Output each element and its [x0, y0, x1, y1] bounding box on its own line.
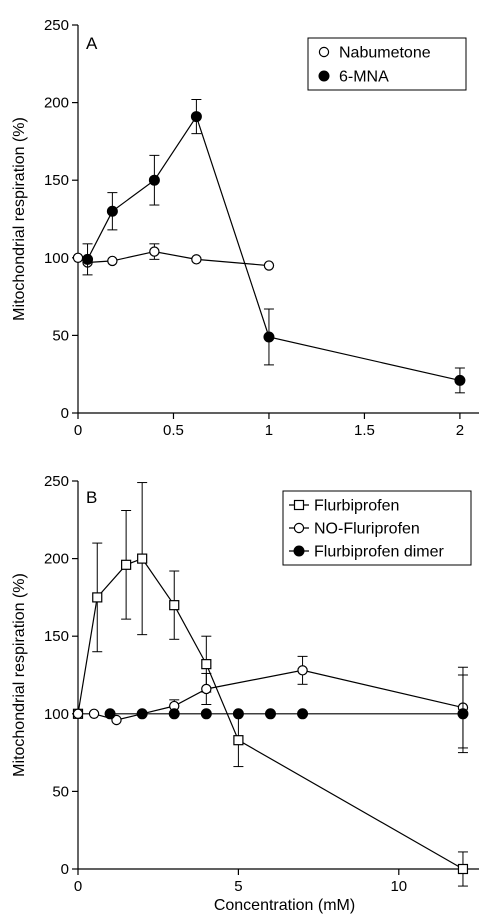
x-tick-label: 1.5 — [354, 422, 375, 439]
data-point — [149, 246, 160, 257]
panel-label: B — [86, 488, 97, 507]
data-point — [297, 665, 308, 676]
data-point — [106, 205, 118, 217]
data-point — [136, 708, 148, 720]
data-point — [232, 708, 244, 720]
y-tick-label: 250 — [44, 17, 69, 34]
x-tick-label: 2 — [456, 422, 464, 439]
data-point — [191, 254, 202, 265]
series-flurbiprofen-dimer — [104, 674, 469, 754]
data-point — [107, 255, 118, 267]
data-point — [201, 683, 212, 695]
legend-marker — [318, 70, 330, 82]
legend-marker — [293, 499, 305, 511]
chart-panel-a: 0 50 100 150 200 250 0 0.5 1 1.5 2 Mitochondrial re… — [11, 17, 479, 439]
data-point — [263, 331, 275, 343]
y-tick-label: 50 — [52, 327, 69, 344]
legend-marker — [293, 545, 305, 557]
data-point — [111, 714, 122, 726]
data-point — [168, 708, 180, 720]
x-axis-title: Concentration (mM) — [214, 897, 355, 914]
legend-label: 6-MNA — [339, 69, 389, 86]
data-point — [201, 659, 212, 670]
data-point — [92, 592, 103, 603]
chart-panel-b: 0 50 100 150 200 250 0 5 10 Mitochondrial respira… — [11, 473, 479, 914]
series-no-fluriprofen — [72, 655, 469, 749]
y-tick-label: 200 — [44, 551, 69, 568]
data-point — [88, 708, 100, 720]
x-tick-label: 10 — [390, 878, 407, 895]
data-point — [200, 708, 212, 720]
x-tick-label: 5 — [234, 878, 242, 895]
y-tick-label: 100 — [44, 706, 69, 723]
data-point — [72, 252, 84, 263]
y-tick-label: 150 — [44, 628, 69, 645]
data-point — [263, 260, 275, 271]
data-point — [121, 559, 132, 570]
data-point — [104, 708, 116, 720]
legend: Nabumetone 6-MNA — [307, 37, 467, 91]
x-tick-label: 0.5 — [163, 422, 184, 439]
data-point — [457, 708, 469, 720]
data-point — [137, 553, 148, 564]
legend-label: Flurbiprofen dimer — [314, 544, 445, 561]
y-tick-label: 100 — [44, 250, 69, 267]
y-axis-title: Mitochondrial respiration (%) — [11, 573, 28, 777]
legend-label: Nabumetone — [339, 45, 431, 62]
series-line — [86, 115, 461, 381]
x-tick-label: 0 — [74, 878, 82, 895]
legend-label: Flurbiprofen — [314, 498, 399, 515]
y-tick-label: 0 — [61, 861, 69, 878]
series-line — [77, 557, 464, 870]
data-point — [148, 174, 160, 186]
data-point — [457, 863, 469, 875]
y-tick-label: 200 — [44, 95, 69, 112]
series-line — [77, 250, 270, 267]
data-point — [297, 708, 309, 720]
series-nabumetone — [72, 243, 275, 271]
x-tick-label: 0 — [74, 422, 82, 439]
data-point — [190, 111, 202, 123]
legend: Flurbiprofen NO-Fluriprofen Flurbiprofen d… — [282, 490, 472, 566]
series-6-mna — [82, 98, 466, 394]
data-point — [72, 708, 84, 720]
y-axis-title: Mitochondrial respiration (%) — [11, 117, 28, 321]
y-tick-label: 150 — [44, 172, 69, 189]
data-point — [233, 735, 244, 746]
data-point — [454, 374, 466, 386]
y-tick-label: 0 — [61, 405, 69, 422]
legend-box — [307, 37, 467, 91]
y-tick-label: 50 — [52, 783, 69, 800]
x-tick-label: 1 — [265, 422, 273, 439]
legend-marker — [293, 522, 305, 534]
legend-marker — [318, 46, 330, 58]
data-point — [169, 600, 180, 611]
legend-box — [282, 490, 472, 566]
legend-label: NO-Fluriprofen — [314, 521, 420, 538]
data-point — [264, 708, 276, 720]
panel-label: A — [86, 34, 98, 53]
data-point — [82, 253, 94, 265]
y-tick-label: 250 — [44, 473, 69, 490]
